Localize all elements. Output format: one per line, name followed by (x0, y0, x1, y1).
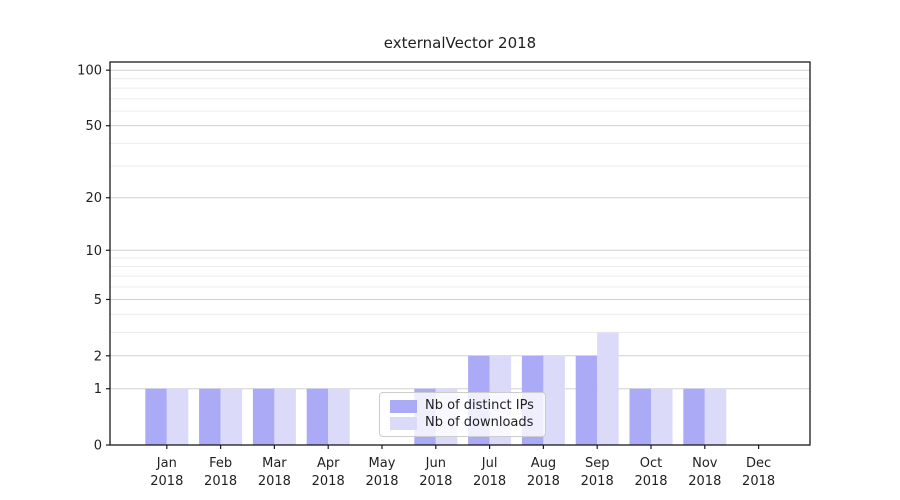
plot-border (109, 61, 811, 446)
bar-distinct-ips-mar (252, 388, 275, 445)
legend-item-downloads: Nb of downloads (390, 416, 536, 430)
x-tick-label-month: Jun (425, 456, 446, 471)
legend-label-downloads: Nb of downloads (425, 415, 534, 430)
x-tick-label-year: 2018 (473, 474, 506, 489)
x-tick-label-month: Nov (692, 456, 718, 471)
x-tick-label-year: 2018 (258, 474, 291, 489)
x-tick-label-month: Oct (640, 456, 662, 471)
bar-distinct-ips-feb (199, 388, 221, 445)
bar-distinct-ips-oct (629, 388, 651, 445)
x-tick-label-year: 2018 (419, 474, 452, 489)
x-tick-label-month: Apr (317, 456, 340, 471)
bar-downloads-sep (597, 332, 619, 445)
bar-downloads-jan (166, 388, 189, 445)
y-tick-label: 10 (85, 244, 102, 259)
bar-downloads-mar (274, 388, 296, 445)
bar-downloads-apr (328, 388, 350, 445)
legend-swatch-downloads (390, 416, 417, 430)
x-tick-label-month: Mar (262, 456, 287, 471)
bar-downloads-oct (651, 388, 673, 445)
x-tick-label-month: Dec (746, 456, 771, 471)
x-tick-label-year: 2018 (688, 474, 721, 489)
x-tick-label-month: Jul (481, 456, 498, 471)
x-tick-label-year: 2018 (365, 474, 398, 489)
x-tick-label-year: 2018 (742, 474, 775, 489)
x-tick-label-year: 2018 (312, 474, 345, 489)
y-tick-label: 50 (85, 119, 102, 134)
x-tick-label-month: Aug (531, 456, 556, 471)
bar-downloads-nov (704, 388, 727, 445)
x-tick-label-month: Feb (209, 456, 232, 471)
bar-distinct-ips-sep (575, 355, 598, 445)
x-tick-label-month: Sep (585, 456, 610, 471)
y-tick-label: 5 (94, 293, 102, 308)
x-tick-label-year: 2018 (150, 474, 183, 489)
x-tick-label-month: May (369, 456, 396, 471)
bar-distinct-ips-apr (306, 388, 329, 445)
bar-distinct-ips-jan (145, 388, 167, 445)
y-tick-label: 0 (94, 439, 102, 454)
bar-downloads-feb (220, 388, 243, 445)
x-tick-label-year: 2018 (204, 474, 237, 489)
legend-swatch-distinct-ips (390, 399, 417, 413)
bar-distinct-ips-nov (683, 388, 705, 445)
x-tick-label-year: 2018 (634, 474, 667, 489)
chart-title: externalVector 2018 (383, 34, 537, 52)
y-tick-label: 100 (77, 64, 102, 79)
bar-downloads-aug (543, 355, 565, 445)
y-tick-label: 1 (94, 382, 102, 397)
y-tick-label: 20 (85, 191, 102, 206)
legend-item-distinct-ips: Nb of distinct IPs (390, 399, 536, 413)
legend: Nb of distinct IPs Nb of downloads (379, 392, 546, 437)
x-tick-label-year: 2018 (527, 474, 560, 489)
x-tick-label-month: Jan (156, 456, 177, 471)
y-tick-label: 2 (94, 349, 102, 364)
legend-label-distinct-ips: Nb of distinct IPs (425, 398, 534, 413)
x-tick-label-year: 2018 (581, 474, 614, 489)
